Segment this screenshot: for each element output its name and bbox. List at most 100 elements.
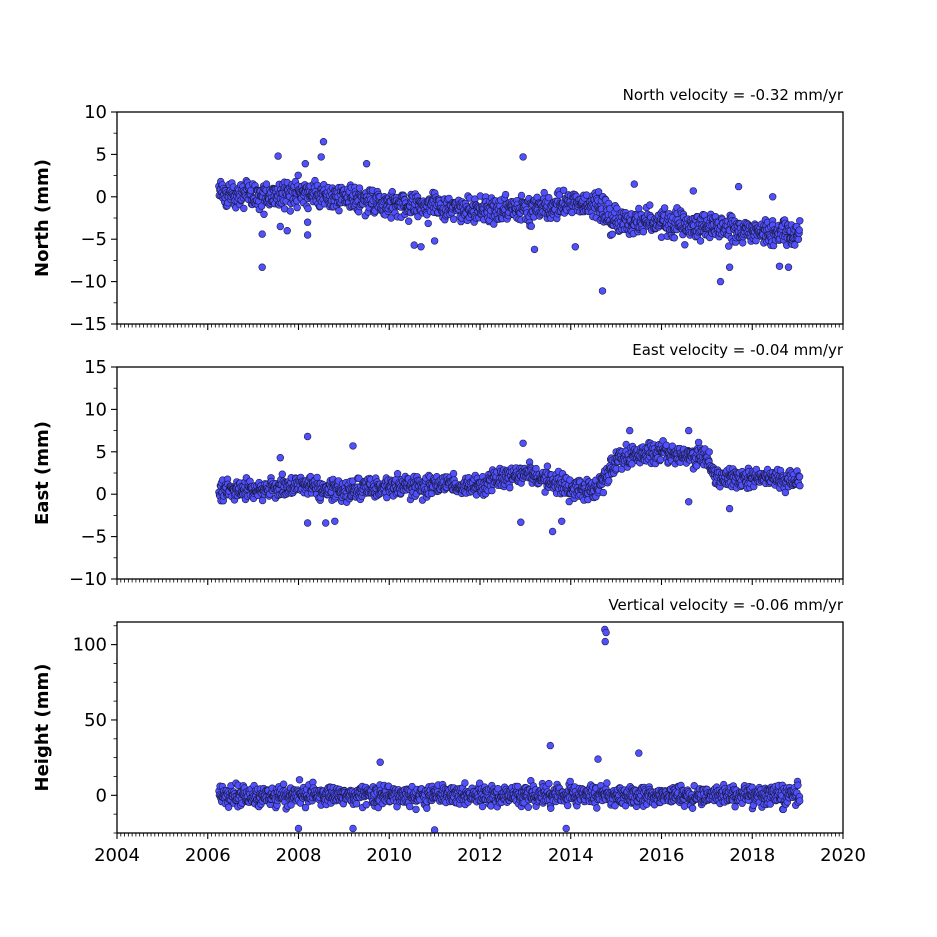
height-ylabel: Height (mm) (32, 664, 53, 792)
data-point (262, 180, 271, 188)
outlier-point (734, 182, 743, 191)
data-point (313, 473, 321, 482)
x-tick-label: 2006 (185, 845, 231, 866)
data-point (286, 207, 294, 215)
data-point (628, 460, 636, 468)
outlier-point (349, 824, 357, 833)
x-tick-label: 2004 (94, 845, 140, 866)
outlier-point (625, 426, 634, 435)
data-point (795, 226, 803, 234)
data-point (524, 803, 532, 811)
outlier-point (519, 153, 527, 161)
data-point (240, 204, 248, 213)
data-point (423, 804, 431, 812)
data-point (540, 188, 548, 197)
outlier-point (283, 227, 291, 235)
north-points (215, 138, 804, 295)
data-point (594, 188, 603, 196)
x-tick-label: 2010 (366, 845, 412, 866)
data-point (488, 486, 496, 495)
data-point (692, 462, 701, 470)
data-point (506, 484, 514, 492)
data-point (795, 473, 804, 481)
outlier-point (276, 222, 284, 231)
outlier-point (294, 824, 303, 833)
data-point (646, 201, 654, 209)
outlier-point (258, 263, 266, 271)
x-tick-label: 2014 (548, 845, 594, 866)
outlier-point (725, 504, 734, 513)
north-ylabel: North (mm) (32, 159, 53, 277)
outlier-point (562, 824, 570, 833)
data-point (794, 781, 802, 789)
y-tick-label: −5 (80, 229, 107, 250)
data-point (724, 242, 733, 250)
y-tick-label: 5 (96, 144, 107, 165)
data-point (355, 474, 363, 482)
outlier-point (530, 245, 539, 254)
data-point (295, 776, 304, 784)
data-point (294, 171, 302, 180)
x-tick-label: 2012 (457, 845, 503, 866)
data-point (635, 204, 643, 213)
y-tick-label: 50 (84, 710, 107, 731)
data-point (796, 482, 804, 490)
outlier-point (784, 263, 793, 271)
data-point (656, 455, 665, 464)
data-point (501, 190, 510, 199)
data-point (490, 220, 498, 228)
data-point (791, 241, 799, 249)
y-tick-label: −5 (80, 527, 107, 548)
data-point (559, 186, 568, 195)
outlier-point (376, 758, 384, 766)
outlier-point (689, 187, 697, 195)
y-tick-label: 10 (84, 399, 107, 420)
data-point (688, 804, 697, 812)
height-velocity-label: Vertical velocity = -0.06 mm/yr (608, 596, 843, 614)
data-point (405, 217, 413, 225)
data-point (393, 470, 402, 478)
x-tick-label: 2016 (639, 845, 685, 866)
outlier-point (601, 637, 609, 646)
data-point (355, 184, 364, 192)
data-point (566, 777, 574, 786)
outlier-point (635, 749, 643, 757)
outlier-point (519, 439, 527, 447)
data-point (611, 802, 619, 810)
data-point (705, 448, 713, 456)
outlier-point (546, 741, 554, 750)
data-point (224, 803, 233, 811)
outlier-point (317, 153, 325, 161)
outlier-point (417, 243, 425, 251)
east-ticks: 15 10 5 0 −5 −10 (69, 357, 844, 590)
y-tick-label: −10 (69, 569, 107, 590)
outlier-point (362, 160, 371, 168)
y-tick-label: 15 (84, 357, 107, 378)
data-point (301, 803, 310, 812)
outlier-point (517, 518, 525, 526)
east-ylabel: East (mm) (32, 421, 53, 525)
x-tick-label: 2008 (276, 845, 322, 866)
data-point (293, 203, 301, 212)
north-velocity-label: North velocity = -0.32 mm/yr (623, 86, 844, 104)
data-point (517, 191, 526, 200)
y-tick-label: 0 (96, 484, 107, 505)
data-point (545, 193, 553, 202)
data-point (547, 804, 555, 812)
outlier-point (684, 498, 693, 506)
outlier-point (322, 519, 330, 527)
outlier-point (303, 432, 312, 441)
data-point (696, 237, 705, 245)
data-point (335, 207, 343, 215)
outlier-point (548, 527, 557, 536)
outlier-point (301, 160, 309, 168)
outlier-point (331, 517, 339, 525)
outlier-point (725, 263, 734, 271)
outlier-point (594, 755, 602, 763)
y-tick-label: −10 (69, 272, 107, 293)
data-point (352, 799, 361, 808)
outlier-point (410, 241, 418, 249)
outlier-point (258, 230, 266, 238)
outlier-point (303, 218, 312, 226)
